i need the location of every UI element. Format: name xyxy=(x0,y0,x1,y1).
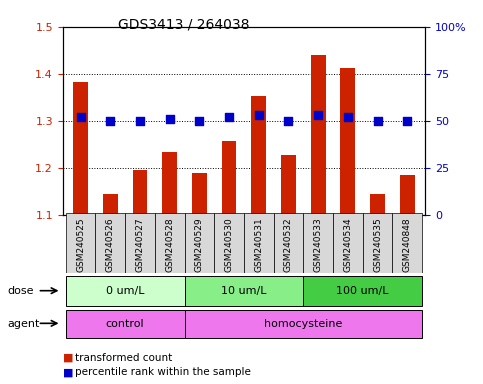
Point xyxy=(255,112,263,118)
FancyBboxPatch shape xyxy=(303,213,333,273)
Bar xyxy=(311,55,326,215)
FancyBboxPatch shape xyxy=(244,213,273,273)
Bar xyxy=(251,96,266,215)
Point xyxy=(136,118,144,124)
Point xyxy=(196,118,203,124)
Text: GSM240525: GSM240525 xyxy=(76,217,85,272)
Text: GSM240529: GSM240529 xyxy=(195,217,204,272)
FancyBboxPatch shape xyxy=(66,276,185,306)
Text: ■: ■ xyxy=(63,353,73,363)
FancyBboxPatch shape xyxy=(392,213,422,273)
Text: percentile rank within the sample: percentile rank within the sample xyxy=(75,367,251,377)
Text: 100 um/L: 100 um/L xyxy=(337,286,389,296)
FancyBboxPatch shape xyxy=(66,213,96,273)
Point xyxy=(106,118,114,124)
Point xyxy=(403,118,411,124)
FancyBboxPatch shape xyxy=(125,213,155,273)
Bar xyxy=(222,141,237,215)
FancyBboxPatch shape xyxy=(66,310,185,338)
Point xyxy=(314,112,322,118)
FancyBboxPatch shape xyxy=(185,276,303,306)
Text: homocysteine: homocysteine xyxy=(264,319,342,329)
Bar xyxy=(400,175,414,215)
Bar xyxy=(103,194,118,215)
Text: GSM240848: GSM240848 xyxy=(403,217,412,272)
FancyBboxPatch shape xyxy=(363,213,392,273)
Bar xyxy=(162,152,177,215)
Point xyxy=(77,114,85,120)
Text: GSM240530: GSM240530 xyxy=(225,217,234,272)
FancyBboxPatch shape xyxy=(333,213,363,273)
Text: dose: dose xyxy=(7,286,34,296)
Bar xyxy=(370,194,385,215)
Text: 0 um/L: 0 um/L xyxy=(106,286,144,296)
FancyBboxPatch shape xyxy=(185,213,214,273)
Point xyxy=(225,114,233,120)
Bar xyxy=(281,155,296,215)
FancyBboxPatch shape xyxy=(214,213,244,273)
Bar xyxy=(192,173,207,215)
Point xyxy=(284,118,292,124)
Point xyxy=(344,114,352,120)
Bar xyxy=(132,170,147,215)
Text: agent: agent xyxy=(7,319,40,329)
Text: GSM240531: GSM240531 xyxy=(254,217,263,272)
Text: ■: ■ xyxy=(63,367,73,377)
Bar xyxy=(341,68,355,215)
Point xyxy=(166,116,173,122)
Text: GSM240528: GSM240528 xyxy=(165,217,174,272)
FancyBboxPatch shape xyxy=(303,276,422,306)
Text: GSM240535: GSM240535 xyxy=(373,217,382,272)
Text: GSM240534: GSM240534 xyxy=(343,217,352,272)
Text: GSM240533: GSM240533 xyxy=(313,217,323,272)
FancyBboxPatch shape xyxy=(273,213,303,273)
Point xyxy=(374,118,382,124)
Text: 10 um/L: 10 um/L xyxy=(221,286,267,296)
Text: control: control xyxy=(106,319,144,329)
FancyBboxPatch shape xyxy=(96,213,125,273)
Text: GSM240532: GSM240532 xyxy=(284,217,293,272)
Text: GSM240526: GSM240526 xyxy=(106,217,115,272)
Bar xyxy=(73,82,88,215)
FancyBboxPatch shape xyxy=(155,213,185,273)
Text: GSM240527: GSM240527 xyxy=(136,217,144,272)
FancyBboxPatch shape xyxy=(185,310,422,338)
Text: GDS3413 / 264038: GDS3413 / 264038 xyxy=(118,17,249,31)
Text: transformed count: transformed count xyxy=(75,353,172,363)
